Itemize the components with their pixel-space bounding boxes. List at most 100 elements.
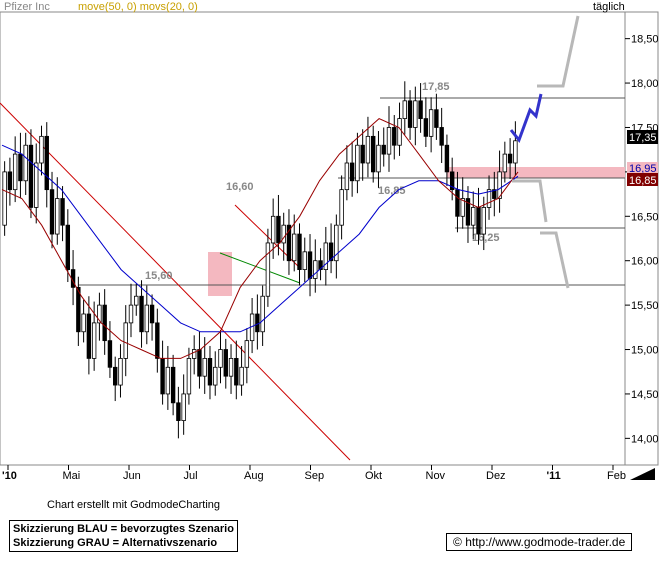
price-bar-body (260, 295, 265, 333)
price-bar-body (160, 358, 165, 395)
resistance-zone (447, 167, 625, 178)
price-bar-body (513, 140, 518, 164)
price-bar-body (12, 153, 18, 191)
price-bar-body (323, 242, 329, 270)
legend-gray-text: Skizzierung GRAU = Alternativszenario (13, 537, 218, 549)
price-bar-body (449, 171, 455, 191)
price-bar-body (107, 340, 113, 368)
x-tick-label: Okt (365, 470, 382, 482)
axis-frame (624, 11, 659, 466)
price-bar-body (91, 322, 97, 359)
price-bar-body (81, 313, 86, 333)
price-bar-body (44, 135, 49, 191)
price-bar-body (481, 207, 486, 235)
instrument-name: Pfizer Inc (4, 1, 50, 13)
price-bar-body (270, 215, 276, 244)
x-tick-label: Jul (184, 470, 198, 482)
moving-average-lines (1, 118, 519, 359)
price-bar-body (318, 260, 323, 270)
price-bar-body (7, 171, 13, 191)
price-bar-body (113, 366, 118, 386)
price-bar-body (471, 207, 476, 226)
price-bar-body (386, 127, 392, 155)
scenario-gray-down-2 (540, 231, 570, 289)
price-bar-body (444, 144, 450, 173)
price-bar-body (297, 233, 302, 270)
x-axis: '10 Mai Jun Jul Aug Sep Okt Nov Dez '11 Feb (2, 465, 626, 482)
price-bar-body (339, 189, 344, 226)
price-bar-body (434, 109, 439, 128)
zone-label-upper: 16,95 (629, 163, 657, 175)
price-bar-body (465, 198, 471, 226)
price-bar-body (218, 349, 223, 368)
price-bar-body (139, 295, 144, 333)
scenario-legend: Skizzierung BLAU = bevorzugtes Szenario … (9, 520, 238, 552)
price-bar-body (155, 322, 160, 359)
price-bar-body (202, 358, 207, 377)
price-bar-body (428, 109, 434, 137)
price-bar-body (328, 242, 334, 262)
price-bar-body (355, 144, 360, 182)
price-bar-body (213, 366, 218, 386)
legend-blue-text: Skizzierung BLAU = bevorzugtes Szenario (13, 523, 234, 535)
y-tick-label: 16,00 (631, 256, 659, 268)
scenario-blue-up (509, 93, 543, 144)
x-tick-label: Aug (244, 470, 264, 482)
chart-credit: Chart erstellt mit GodmodeCharting (47, 499, 221, 511)
frequency-label: täglich (593, 1, 625, 13)
price-bar-body (486, 189, 492, 208)
price-bar-body (255, 313, 260, 333)
price-bar-body (39, 135, 44, 164)
scenario-gray-down-1 (512, 179, 548, 223)
price-bar-body (381, 144, 386, 155)
moving-average-20-line (1, 118, 519, 359)
price-bar-body (149, 304, 155, 324)
zone-badge-upper (627, 162, 658, 174)
x-tick-label: Mai (63, 470, 81, 482)
y-tick-label: 15,00 (631, 345, 659, 357)
price-bar-body (360, 144, 365, 164)
price-bar-body (186, 358, 192, 395)
price-bar-body (344, 162, 350, 191)
price-bar-body (313, 260, 318, 279)
price-bar-body (28, 144, 34, 208)
website-url[interactable]: http://www.godmode-trader.de (465, 535, 626, 549)
moving-average-50-line (1, 144, 519, 333)
price-bar-body (376, 144, 381, 173)
price-bar-body (165, 366, 171, 395)
trendline-label-16-60: 16,60 (226, 181, 254, 193)
breakout-zone (208, 252, 232, 296)
price-bar-body (191, 349, 197, 359)
price-bar-body (307, 251, 313, 279)
price-bar-body (497, 171, 502, 199)
price-bar-body (97, 304, 102, 324)
zone-label-lower: 16,85 (629, 175, 657, 187)
level-label-15-60: 15,60 (145, 270, 173, 282)
y-tick-label: 15,50 (631, 300, 659, 312)
y-tick-label: 14,00 (631, 433, 659, 445)
y-tick-label: 16,50 (631, 211, 659, 223)
price-bar-body (302, 251, 307, 270)
price-bar-body (197, 349, 202, 377)
website-link[interactable]: © http://www.godmode-trader.de (446, 533, 633, 551)
price-bar-body (502, 153, 508, 173)
price-bar-body (144, 304, 149, 333)
y-tick-label: 14,50 (631, 389, 659, 401)
price-bar-body (228, 358, 234, 377)
level-label-16-85: 16,85 (378, 185, 406, 197)
price-bars (2, 81, 518, 439)
price-bar-body (102, 304, 107, 342)
y-axis: 14,0014,5015,0015,5016,0016,5017,0017,50… (625, 34, 659, 445)
x-tick-label: Feb (607, 470, 626, 482)
last-price-label: 17,35 (629, 132, 657, 144)
indicator-label: move(50, 0) movs(20, 0) (78, 1, 198, 13)
price-bar-body (223, 349, 228, 377)
price-bar-body (55, 198, 60, 235)
x-tick-label: '11 (547, 470, 561, 482)
price-bar-body (492, 189, 497, 199)
x-tick-label: Nov (426, 470, 446, 482)
price-bar-body (371, 135, 376, 173)
y-tick-label: 18,00 (631, 78, 659, 90)
price-bar-body (439, 127, 444, 146)
